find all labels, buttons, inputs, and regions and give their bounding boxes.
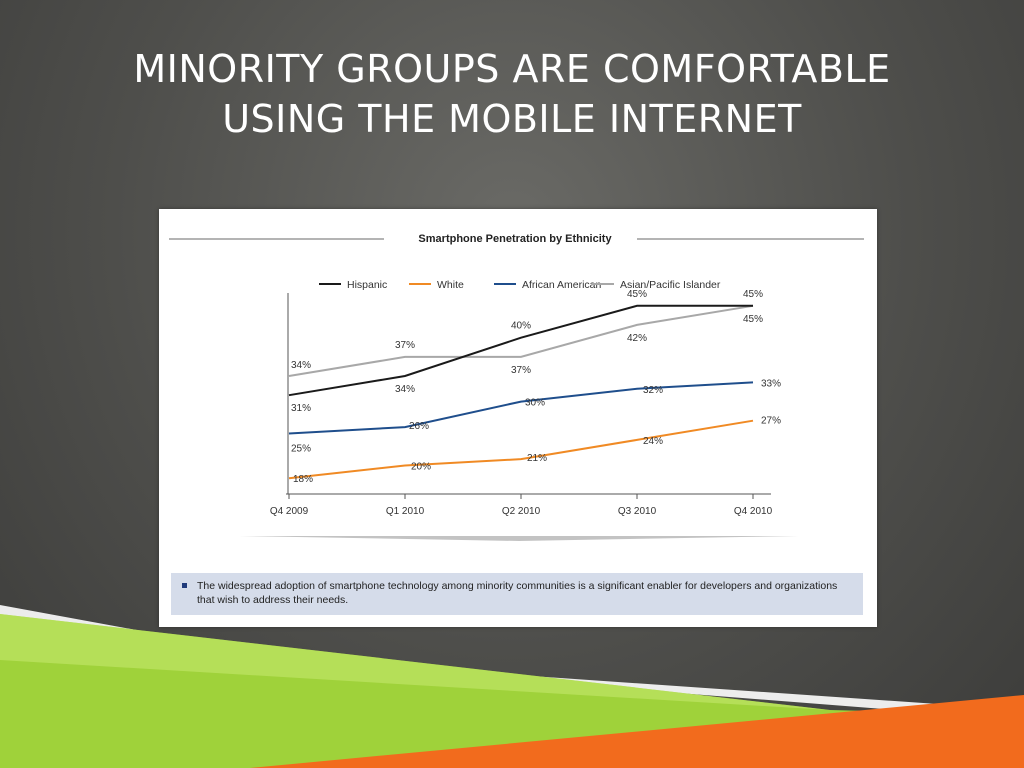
data-label: 34% (291, 360, 311, 371)
series-line-asian-pacific-islander (288, 304, 754, 377)
legend-item-label: African American (522, 279, 602, 291)
data-label: 45% (627, 289, 647, 300)
series-lines (288, 304, 754, 480)
x-axis-ticks: Q4 2009 Q1 2010 Q2 2010 Q3 2010 Q4 2010 (270, 494, 773, 517)
data-label: 45% (743, 314, 763, 325)
x-tick-label: Q4 2010 (734, 506, 773, 517)
data-label: 24% (643, 436, 663, 447)
data-label: 37% (395, 340, 415, 351)
data-label: 42% (627, 333, 647, 344)
data-label: 37% (511, 365, 531, 376)
x-tick-label: Q3 2010 (618, 506, 657, 517)
orange-stripe (250, 695, 1024, 768)
data-label: 21% (527, 453, 547, 464)
x-tick-label: Q1 2010 (386, 506, 425, 517)
bottom-decoration (0, 605, 1024, 768)
footnote-text: The widespread adoption of smartphone te… (197, 580, 838, 606)
x-tick-label: Q4 2009 (270, 506, 309, 517)
axis-shadow (239, 536, 799, 541)
slide-title: MINORITY GROUPS ARE COMFORTABLE USING TH… (0, 44, 1024, 144)
data-label: 18% (293, 474, 313, 485)
series-line-hispanic (288, 304, 753, 397)
slide-title-line2: USING THE MOBILE INTERNET (222, 97, 802, 141)
data-label: 20% (411, 461, 431, 472)
data-label: 32% (643, 385, 663, 396)
chart-card: Smartphone Penetration by Ethnicity Hisp… (159, 209, 877, 627)
data-label: 33% (761, 378, 781, 389)
data-label: 25% (291, 444, 311, 455)
green-highlight (0, 614, 830, 710)
line-chart: Smartphone Penetration by Ethnicity Hisp… (169, 233, 864, 541)
chart-legend: Hispanic White African American Asian/Pacif… (319, 279, 721, 291)
data-label: 27% (761, 416, 781, 427)
data-label: 40% (511, 321, 531, 332)
x-tick-label: Q2 2010 (502, 506, 541, 517)
series-line-white (288, 419, 754, 480)
footnote-bullet (182, 583, 187, 588)
data-label: 30% (525, 398, 545, 409)
data-labels: 34% 31% 25% 18% 37% 34% 26% 20% 40% 37% 30% 21% 45% 4… (291, 289, 781, 485)
data-label: 45% (743, 289, 763, 300)
data-label: 31% (291, 403, 311, 414)
chart-title: Smartphone Penetration by Ethnicity (418, 233, 612, 245)
series-line-african-american (288, 381, 754, 435)
legend-item-label: White (437, 279, 464, 291)
legend-item-label: Hispanic (347, 279, 387, 291)
data-label: 34% (395, 384, 415, 395)
footnote-box: The widespread adoption of smartphone te… (171, 573, 863, 615)
slide-title-line1: MINORITY GROUPS ARE COMFORTABLE (133, 47, 891, 91)
data-label: 26% (409, 421, 429, 432)
legend-item-label: Asian/Pacific Islander (620, 279, 721, 291)
